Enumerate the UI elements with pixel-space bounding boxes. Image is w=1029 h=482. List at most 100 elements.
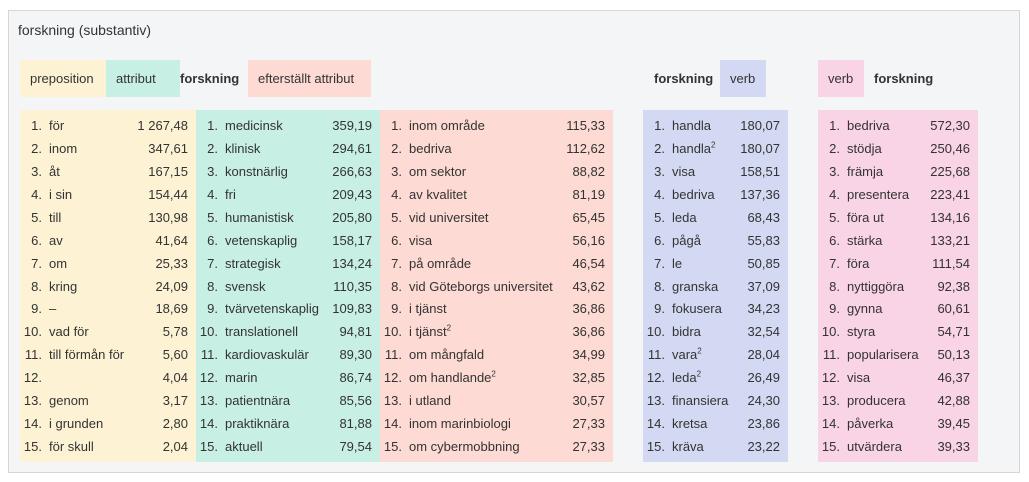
word-text[interactable]: om cybermobbning [409,439,520,455]
word-link[interactable]: vara2 [672,343,702,366]
word-link[interactable]: inom område [409,114,485,137]
word-link[interactable]: granska [672,275,718,298]
word-text[interactable]: vid Göteborgs universitet [409,278,553,294]
word-text[interactable]: patientnära [225,393,291,409]
word-link[interactable]: om handlande2 [409,366,496,389]
word-link[interactable]: utvärdera [847,435,902,458]
word-text[interactable]: kretsa [672,416,708,432]
word-link[interactable]: kräva [672,435,704,458]
word-text[interactable]: påverka [847,416,894,432]
word-text[interactable]: om mångfald [409,347,485,363]
word-link[interactable]: – [49,297,56,320]
word-text[interactable]: le [672,255,683,271]
word-link[interactable]: av kvalitet [409,183,467,206]
word-link[interactable]: handla [672,114,711,137]
word-link[interactable]: genom [49,389,89,412]
word-link[interactable]: i grunden [49,412,103,435]
word-text[interactable]: vad för [49,324,89,340]
word-link[interactable]: i tjänst2 [409,320,451,343]
word-link[interactable]: bidra [672,320,701,343]
word-text[interactable]: bedriva [847,118,890,133]
word-text[interactable]: om [49,255,68,271]
word-link[interactable]: i tjänst [409,297,447,320]
word-text[interactable]: kräva [672,439,704,455]
word-link[interactable]: visa [409,229,432,252]
word-text[interactable]: visa [847,370,871,386]
word-text[interactable]: – [49,301,57,317]
word-text[interactable]: av [49,232,63,248]
word-link[interactable]: klinisk [225,137,260,160]
word-link[interactable]: på område [409,252,471,275]
word-link[interactable]: inom [49,137,77,160]
word-link[interactable]: handla2 [672,137,716,160]
word-link[interactable]: till förmån för [49,343,124,366]
word-text[interactable]: handla [672,118,712,133]
word-text[interactable]: inom område [409,118,485,133]
word-text[interactable]: föra ut [847,209,884,225]
word-text[interactable]: utvärdera [847,439,902,455]
word-text[interactable]: i grunden [49,416,104,432]
word-text[interactable]: på område [409,255,472,271]
word-link[interactable]: om cybermobbning [409,435,520,458]
word-link[interactable]: marin [225,366,258,389]
word-link[interactable]: kring [49,275,77,298]
word-text[interactable]: marin [225,370,258,386]
word-link[interactable]: gynna [847,297,882,320]
word-link[interactable]: om [49,252,67,275]
word-link[interactable]: vid Göteborgs universitet [409,275,553,298]
word-link[interactable]: strategisk [225,252,281,275]
word-link[interactable]: tvärvetenskaplig [225,297,319,320]
word-link[interactable]: humanistisk [225,206,294,229]
word-link[interactable]: till [49,206,61,229]
word-link[interactable]: visa [672,160,695,183]
word-link[interactable]: föra ut [847,206,884,229]
word-link[interactable]: fri [225,183,236,206]
word-link[interactable]: i sin [49,183,72,206]
word-text[interactable]: åt [49,163,60,179]
word-text[interactable]: humanistisk [225,209,294,225]
word-link[interactable]: påverka [847,412,893,435]
word-link[interactable]: stärka [847,229,882,252]
word-text[interactable]: i tjänst [409,324,447,340]
word-link[interactable]: praktiknära [225,412,289,435]
word-link[interactable]: främja [847,160,883,183]
word-text[interactable]: leda [672,370,697,386]
word-text[interactable]: till [49,209,62,225]
word-text[interactable]: fokusera [672,301,722,317]
word-link[interactable]: inom marinbiologi [409,412,511,435]
word-link[interactable]: le [672,252,682,275]
word-text[interactable]: tvärvetenskaplig [225,301,319,317]
word-link[interactable]: av [49,229,63,252]
word-link[interactable]: kardiovaskulär [225,343,309,366]
word-text[interactable]: föra [847,255,870,271]
word-text[interactable]: vid universitet [409,209,489,225]
word-link[interactable]: finansiera [672,389,728,412]
word-text[interactable]: bedriva [409,140,452,156]
word-link[interactable]: föra [847,252,869,275]
word-link[interactable]: om sektor [409,160,466,183]
word-text[interactable]: visa [409,232,433,248]
word-link[interactable]: om mångfald [409,343,484,366]
word-link[interactable]: medicinsk [225,114,283,137]
word-text[interactable]: presentera [847,186,910,202]
word-text[interactable]: konstnärlig [225,163,288,179]
word-link[interactable]: leda2 [672,366,701,389]
word-link[interactable]: vid universitet [409,206,488,229]
word-text[interactable]: kardiovaskulär [225,347,309,363]
word-link[interactable]: bedriva [847,114,890,137]
word-link[interactable]: kretsa [672,412,707,435]
word-link[interactable]: leda [672,206,697,229]
word-text[interactable]: i tjänst [409,301,447,317]
word-text[interactable]: bidra [672,324,701,340]
word-link[interactable]: translationell [225,320,298,343]
word-link[interactable]: nyttiggöra [847,275,904,298]
word-text[interactable]: granska [672,278,719,294]
word-link[interactable]: visa [847,366,870,389]
word-text[interactable]: gynna [847,301,883,317]
word-link[interactable]: vetenskaplig [225,229,297,252]
word-text[interactable]: translationell [225,324,298,340]
word-text[interactable]: fri [225,186,236,202]
word-link[interactable]: åt [49,160,60,183]
word-link[interactable]: producera [847,389,906,412]
word-link[interactable]: i utland [409,389,451,412]
